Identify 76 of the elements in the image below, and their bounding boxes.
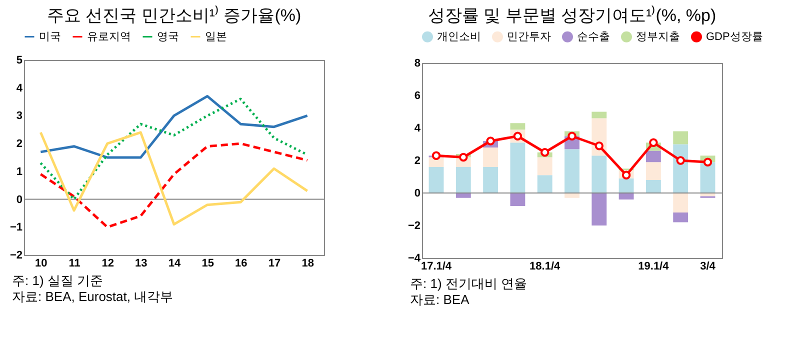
x-tick-label: 10	[35, 258, 48, 270]
legend-label: 일본	[205, 30, 227, 43]
legend-label: 순수출	[577, 30, 610, 43]
x-tick-label: 11	[68, 258, 80, 270]
x-tick-label: 15	[202, 258, 214, 270]
x-tick-label: 13	[135, 258, 148, 270]
legend-label: 정부지출	[636, 30, 680, 43]
point	[676, 156, 685, 165]
x-tick-label: 12	[102, 258, 114, 270]
bar	[592, 193, 607, 226]
bar	[618, 178, 634, 193]
point	[432, 151, 441, 160]
point	[486, 136, 495, 146]
y-tick-label: −2	[408, 220, 420, 232]
legend-label: 미국	[39, 30, 61, 43]
chart-title: 주요 선진국 민간소비¹⁾ 증가율(%)	[46, 5, 302, 25]
y-tick-label: 3	[16, 110, 22, 122]
x-tick-label: 14	[168, 258, 182, 270]
y-tick-label: 6	[414, 90, 420, 102]
bar	[510, 142, 526, 193]
bar	[618, 193, 634, 200]
y-tick-label: 8	[414, 58, 420, 70]
bar	[428, 167, 444, 193]
bar	[673, 131, 688, 144]
x-tick-label: 3/4	[700, 260, 716, 272]
bar	[646, 180, 661, 193]
bar	[646, 150, 661, 162]
legend-label: GDP성장률	[706, 30, 763, 43]
y-tick-label: 0	[16, 194, 22, 206]
legend-label: 민간투자	[507, 30, 551, 43]
point	[540, 148, 550, 157]
y-tick-label: 4	[16, 82, 24, 94]
bar	[510, 193, 526, 206]
x-tick-label: 18	[302, 258, 314, 270]
bar	[537, 175, 552, 193]
bar	[592, 112, 607, 118]
y-tick-label: 0	[414, 188, 420, 200]
bar	[646, 162, 661, 180]
bar	[673, 193, 688, 212]
text: 자료: BEA	[409, 292, 470, 308]
y-tick-label: 2	[16, 138, 22, 150]
legend-label: 개인소비	[437, 30, 481, 43]
bar	[537, 157, 552, 176]
bar	[483, 167, 498, 193]
point	[649, 138, 658, 147]
y-tick-label: −1	[10, 222, 22, 234]
legend-label: 유로지역	[87, 30, 131, 43]
x-tick-label: 17	[268, 258, 281, 270]
point	[594, 142, 604, 150]
chart-title: 성장률 및 부문별 성장기여도¹⁾(%, %p)	[428, 5, 716, 25]
y-tick-label: 5	[16, 54, 22, 66]
bar	[510, 123, 526, 130]
bar	[564, 193, 580, 198]
bar	[456, 193, 471, 198]
bar	[592, 156, 607, 193]
x-tick-label: 17.1/4	[420, 260, 452, 272]
point	[622, 170, 631, 180]
x-tick-label: 18.1/4	[530, 260, 562, 272]
legend-label: 영국	[157, 30, 179, 43]
y-tick-label: 1	[16, 166, 22, 178]
bar	[483, 148, 498, 167]
line-series	[39, 94, 309, 159]
point	[703, 158, 712, 166]
bar	[673, 212, 688, 222]
x-tick-label: 16	[235, 258, 248, 270]
point	[568, 132, 576, 140]
text: 주: 1) 전기대비 연율	[409, 276, 528, 292]
x-tick-label: 19.1/4	[638, 260, 670, 272]
bar	[564, 149, 580, 193]
y-tick-label: −4	[408, 252, 422, 264]
y-tick-label: −2	[10, 250, 22, 262]
bar	[456, 167, 471, 193]
text: 자료: BEA, Eurostat, 내각부	[11, 289, 174, 305]
text: 주: 1) 실질 기준	[11, 273, 104, 289]
y-tick-label: 4	[414, 122, 422, 134]
y-tick-label: 2	[414, 155, 420, 167]
